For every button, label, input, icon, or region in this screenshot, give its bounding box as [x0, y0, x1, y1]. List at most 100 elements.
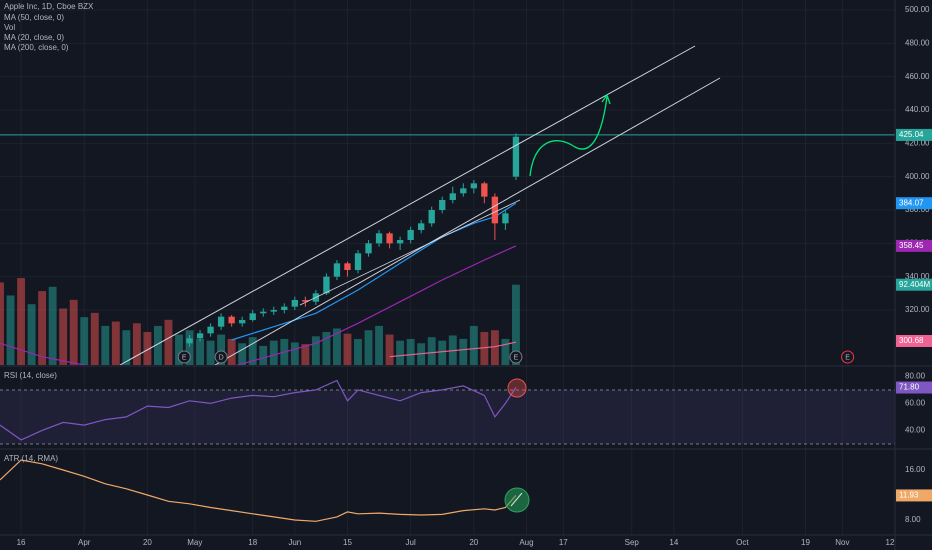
y-tick-label: 80.00	[905, 372, 926, 381]
candle-body	[491, 196, 499, 224]
candle-body	[512, 136, 520, 177]
candle-body	[396, 240, 404, 244]
candle-body	[344, 263, 351, 270]
volume-bar	[469, 325, 478, 365]
candle-body	[217, 316, 225, 327]
candle-body	[270, 310, 277, 312]
rsi-title: RSI (14, close)	[4, 371, 57, 380]
volume-bar	[511, 284, 520, 365]
event-label: E	[845, 354, 850, 361]
event-label: E	[514, 354, 519, 361]
volume-bar	[364, 330, 373, 365]
atr-highlight	[504, 487, 530, 513]
price-tag-label: 384.07	[899, 198, 924, 207]
event-marker	[841, 350, 855, 364]
y-tick-label: 60.00	[905, 399, 926, 408]
legend-entry: Vol	[4, 23, 15, 32]
indicator-line	[0, 379, 517, 441]
candle-body	[418, 223, 425, 230]
price-tag-label: 11.93	[899, 491, 919, 500]
volume-bar	[490, 330, 499, 365]
y-tick-label: 16.00	[905, 465, 926, 474]
volume-bar	[480, 331, 489, 365]
volume-bar	[196, 338, 205, 365]
volume-bar	[6, 295, 15, 365]
volume-bar	[101, 325, 110, 365]
volume-bar	[48, 286, 57, 365]
volume-bar	[153, 325, 162, 365]
volume-bar	[59, 308, 68, 365]
x-tick-label: 14	[669, 538, 678, 547]
volume-bar	[427, 337, 436, 365]
x-tick-label: Sep	[625, 538, 640, 547]
volume-bar	[459, 338, 468, 365]
candle-body	[375, 233, 383, 244]
x-tick-label: 18	[248, 538, 257, 547]
volume-bar	[259, 345, 268, 365]
drawings	[119, 45, 721, 365]
y-tick-label: 460.00	[905, 72, 930, 81]
price-tag	[896, 335, 932, 347]
volume-bar	[132, 323, 141, 365]
event-marker	[177, 350, 191, 364]
candle-body	[323, 276, 330, 294]
price-tag-label: 300.68	[899, 336, 924, 345]
atr-title: ATR (14, RMA)	[4, 454, 58, 463]
price-tag-label: 71.80	[899, 383, 920, 392]
candle-body	[196, 333, 204, 339]
candle-body	[460, 188, 467, 194]
volume-bar	[164, 319, 173, 365]
price-tag	[896, 239, 932, 252]
channel-upper	[119, 45, 696, 365]
volume-bar	[38, 291, 47, 365]
volume-bar	[185, 330, 194, 365]
candle-body	[260, 311, 267, 314]
price-tag	[896, 278, 932, 291]
volume-bar	[322, 331, 331, 365]
candle-body	[249, 313, 256, 320]
volume-bar	[311, 336, 320, 365]
projection-arrow	[529, 96, 608, 177]
y-tick-label: 40.00	[905, 426, 926, 435]
candle-body	[333, 263, 341, 277]
price-tag	[896, 381, 932, 394]
volume-bar	[438, 340, 447, 365]
volume-bar	[227, 338, 236, 365]
price-tag-label: 92.404M	[899, 280, 930, 289]
volume-bar	[396, 340, 405, 365]
volume-bar	[290, 342, 299, 365]
x-tick-label: Nov	[835, 538, 849, 547]
volume-bar	[90, 312, 99, 365]
volume-bar	[501, 338, 510, 365]
x-tick-label: Apr	[78, 538, 91, 547]
x-tick-label: 20	[143, 538, 152, 547]
y-tick-label: 400.00	[905, 172, 930, 181]
y-tick-label: 500.00	[905, 5, 930, 14]
volume-bar	[301, 344, 310, 365]
volume-bar	[122, 330, 131, 365]
volume-bar	[332, 328, 341, 365]
y-tick-label: 320.00	[905, 305, 930, 314]
x-tick-label: 15	[343, 538, 352, 547]
legend-entry: MA (200, close, 0)	[4, 43, 69, 52]
atr-highlight-tick	[510, 492, 523, 507]
y-tick-label: 440.00	[905, 105, 930, 114]
x-tick-label: Aug	[519, 538, 533, 547]
volume-bar	[175, 334, 183, 365]
candle-body	[365, 243, 372, 254]
legend-entry: MA (50, close, 0)	[4, 13, 64, 22]
candle-body	[386, 233, 393, 244]
volume-bar	[248, 337, 257, 365]
price-tag	[896, 128, 932, 141]
channel-lower	[214, 77, 721, 365]
volume-bar	[69, 299, 78, 365]
candle-body	[502, 213, 509, 224]
event-label: D	[219, 354, 224, 361]
event-marker	[509, 350, 523, 364]
indicator-line	[0, 459, 517, 522]
candle-body	[439, 200, 446, 210]
price-tag	[896, 489, 932, 502]
volume-bar	[269, 340, 278, 365]
